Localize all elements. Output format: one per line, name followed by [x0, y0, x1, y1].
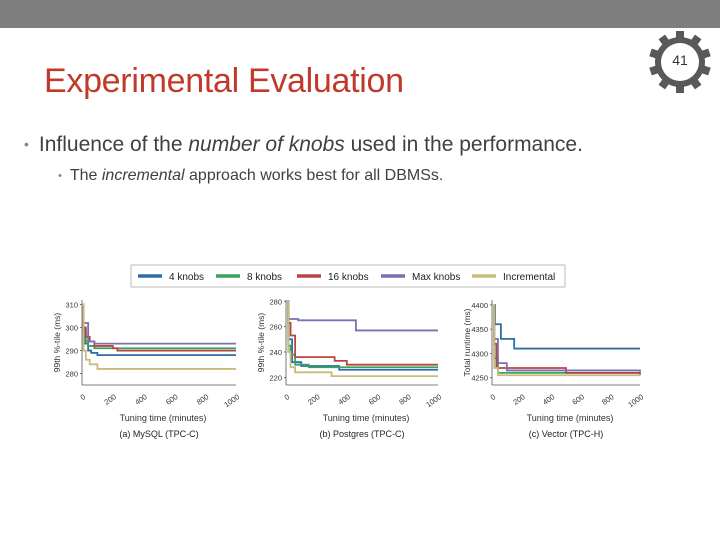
bullet-dot: • — [58, 170, 62, 182]
x-axis-label: Tuning time (minutes) — [120, 413, 207, 423]
y-axis-label: Total runtime (ms) — [462, 308, 472, 376]
gear-tooth — [698, 48, 711, 60]
gear-tooth — [649, 48, 662, 60]
x-tick-label: 0 — [283, 392, 292, 402]
slide-number: 41 — [672, 52, 688, 68]
chart-caption: (c) Vector (TPC-H) — [529, 429, 604, 439]
y-axis-label: 99th %-tile (ms) — [52, 313, 62, 373]
top-bar — [0, 0, 720, 28]
gear-tooth — [658, 76, 671, 90]
x-tick-label: 800 — [600, 392, 615, 407]
x-tick-label: 800 — [397, 392, 412, 407]
gear-tooth — [676, 83, 684, 93]
gear-tooth — [698, 64, 711, 76]
gear-tooth — [658, 34, 671, 48]
y-tick-label: 4250 — [471, 374, 488, 383]
y-tick-label: 260 — [269, 323, 282, 332]
x-tick-label: 1000 — [222, 392, 241, 409]
x-tick-label: 200 — [103, 392, 118, 407]
x-tick-label: 200 — [306, 392, 321, 407]
gear-tooth — [689, 76, 702, 90]
y-tick-label: 220 — [269, 373, 282, 382]
y-tick-label: 4300 — [471, 349, 488, 358]
chart-caption: (a) MySQL (TPC-C) — [119, 429, 198, 439]
figure-charts: 4 knobs 8 knobs 16 knobs Max knobs Increment… — [52, 264, 645, 439]
series-line — [82, 303, 236, 370]
legend-label: 16 knobs — [328, 272, 369, 283]
chart-caption: (b) Postgres (TPC-C) — [319, 429, 404, 439]
series-line — [492, 303, 640, 350]
chart-panel: 280 260 240 220 0 200 400 600 800 1000 Tuning time… — [256, 297, 443, 439]
legend: 4 knobs 8 knobs 16 knobs Max knobs Increment… — [130, 264, 566, 288]
x-axis-label: Tuning time (minutes) — [323, 413, 410, 423]
legend-label: 8 knobs — [247, 272, 282, 283]
series-line — [82, 303, 236, 345]
x-tick-label: 400 — [133, 392, 148, 407]
x-tick-label: 1000 — [626, 392, 645, 409]
x-tick-label: 800 — [195, 392, 210, 407]
chart-panel: 310 300 290 280 0 200 400 600 800 1000 Tuning time… — [52, 300, 241, 439]
series-line — [492, 303, 640, 377]
gear-icon — [649, 31, 711, 93]
gear-tooth — [689, 34, 702, 48]
x-tick-label: 1000 — [424, 392, 443, 409]
x-tick-label: 400 — [541, 392, 556, 407]
series-line — [286, 300, 438, 378]
bullet-1: • Influence of the number of knobs used i… — [24, 133, 583, 156]
x-tick-label: 0 — [79, 392, 88, 402]
y-tick-label: 280 — [65, 370, 78, 379]
gear-tooth — [676, 31, 684, 41]
series-line — [286, 300, 438, 366]
x-tick-label: 200 — [511, 392, 526, 407]
y-tick-label: 300 — [65, 324, 78, 333]
x-tick-label: 400 — [337, 392, 352, 407]
y-tick-label: 280 — [269, 297, 282, 306]
series-line — [286, 300, 438, 371]
legend-box — [130, 264, 566, 288]
y-tick-label: 310 — [65, 301, 78, 310]
x-tick-label: 600 — [367, 392, 382, 407]
legend-label: Incremental — [503, 272, 555, 283]
y-axis-label: 99th %-tile (ms) — [256, 313, 266, 373]
series-line — [82, 303, 236, 350]
y-tick-label: 240 — [269, 348, 282, 357]
x-tick-label: 0 — [489, 392, 498, 402]
legend-label: Max knobs — [412, 272, 460, 283]
x-tick-label: 600 — [571, 392, 586, 407]
y-tick-label: 4350 — [471, 325, 488, 334]
slide-title: Experimental Evaluation — [44, 62, 404, 100]
bullet-dot: • — [24, 136, 29, 152]
bullet-2: • The incremental approach works best for… — [58, 167, 444, 184]
y-tick-label: 4400 — [471, 301, 488, 310]
x-axis-label: Tuning time (minutes) — [527, 413, 614, 423]
series-line — [286, 300, 438, 332]
gear-tooth — [649, 64, 662, 76]
legend-label: 4 knobs — [169, 272, 204, 283]
x-tick-label: 600 — [164, 392, 179, 407]
y-tick-label: 290 — [65, 347, 78, 356]
